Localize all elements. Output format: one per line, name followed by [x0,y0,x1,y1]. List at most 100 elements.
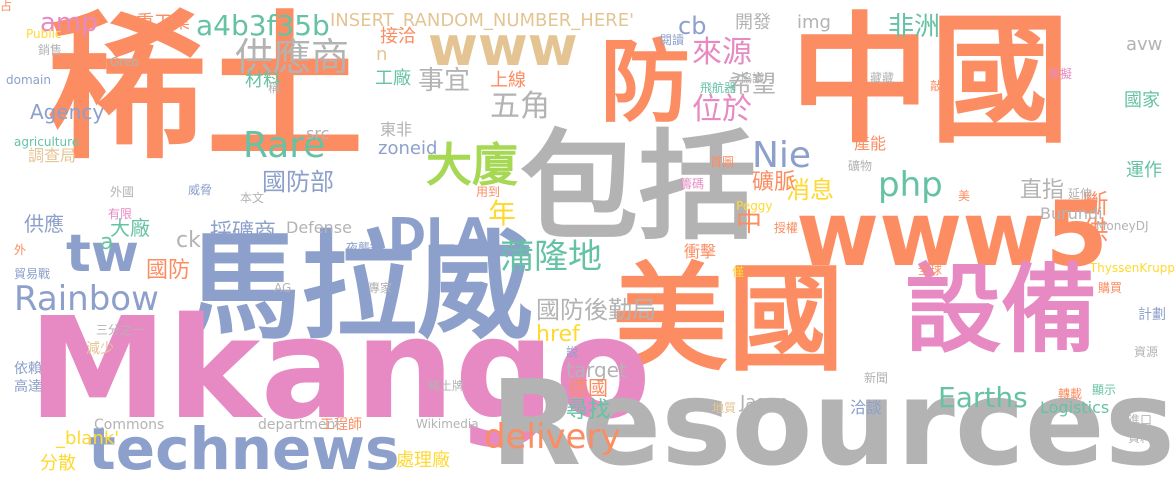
cloud-word: MoneyDJ [1096,219,1149,233]
cloud-word: 國防 [146,258,191,283]
cloud-word: 美擬 [1048,67,1073,81]
cloud-word: 藏藏 [870,71,895,85]
cloud-word: avw [1126,34,1163,55]
cloud-word: 進口 [1128,413,1153,427]
cloud-word: 貿易戰 [14,267,51,281]
cloud-word: zoneid [378,138,438,159]
cloud-word: 分散 [40,453,76,474]
cloud-word: 說 [566,345,579,359]
cloud-word: Jason [740,392,789,413]
cloud-word: 事宜 [418,66,471,96]
cloud-word: 敲定 [930,79,955,93]
cloud-word: 稀土牌 [428,379,465,393]
cloud-word: 消息 [786,176,834,204]
cloud-word: Wikimedia [416,417,479,431]
cloud-word: agriculture [14,135,80,149]
cloud-word: 運作 [1126,160,1162,181]
cloud-word: 供應 [24,212,64,236]
cloud-word: Greb [110,55,139,69]
cloud-word: 延伸 [1068,187,1093,201]
cloud-word: 設備 [905,254,1097,366]
cloud-word: 稱 [268,81,281,95]
cloud-word: Rainbow [14,279,159,319]
cloud-word: 希望 [728,70,776,98]
cloud-word: 夜襲鋼 [346,241,383,255]
cloud-word: Defense [286,218,352,237]
cloud-word: 洽談 [850,398,883,417]
cloud-word: 包括 [520,118,757,256]
cloud-word: department [258,417,341,433]
cloud-word: 衝擊 [684,242,717,261]
cloud-word: 僅 [732,265,745,279]
cloud-word: 三分之一 [96,323,145,337]
cloud-word: 占 [0,0,13,13]
cloud-word: 來源 [692,35,752,70]
cloud-word: 銷售 [38,43,63,57]
cloud-word: 稀土 [48,0,364,181]
cloud-word: domain [6,73,51,87]
cloud-word: 專家 [368,281,393,295]
cloud-word: Burundi [1040,204,1103,223]
cloud-word: 飛航器 [700,81,737,95]
cloud-word: Nie [752,135,812,176]
cloud-word: 處理廠 [396,450,450,471]
cloud-word: Rare [243,125,326,166]
cloud-word: n [376,44,388,65]
cloud-word: php [878,165,943,205]
cloud-word: 中 [736,208,763,238]
cloud-word: tw [66,224,139,284]
cloud-word: 工廠 [375,68,411,89]
cloud-word: 採礦商 [210,220,277,245]
cloud-word: 大廈 [426,138,518,192]
cloud-word: 高達 [14,379,42,395]
cloud-word: Earths [938,381,1028,414]
cloud-word: 防 [600,30,690,135]
cloud-word: 直指 [1020,178,1065,203]
cloud-word: 工程師 [320,417,362,433]
cloud-word: 外國 [110,185,135,199]
cloud-word: a [100,230,114,255]
cloud-word: a4b3f35b [196,9,330,42]
cloud-word: 蒲隆地 [500,237,602,277]
cloud-word: www [428,15,578,78]
cloud-word: Mkango [28,288,651,451]
cloud-word: 籌碼 [680,177,705,191]
cloud-word: 資料 [1128,431,1153,445]
cloud-word: 協議 [740,71,765,85]
cloud-word: ThyssenKrupp [1089,261,1175,275]
cloud-word: 礦物 [848,159,873,173]
cloud-word: 全球 [918,263,943,277]
cloud-word: 馬拉威 [185,220,533,355]
cloud-word: 用到 [476,185,501,199]
cloud-word: 位於 [692,92,752,127]
cloud-word: 五角 [490,89,550,124]
cloud-word: 礦脈 [752,170,797,195]
cloud-word: 德國 [568,376,608,400]
cloud-word: 授權 [774,221,799,235]
cloud-word: 購買 [1098,281,1123,295]
cloud-word: cb [678,12,707,40]
cloud-word: 威脅 [188,183,213,197]
cloud-word: Commons [94,417,165,433]
cloud-word: _blank' [56,428,120,449]
cloud-word: 外 [14,243,27,257]
cloud-word: src [306,124,330,143]
cloud-word: 斷供 [1078,190,1108,242]
cloud-word: amp [40,8,98,38]
cloud-word: 上線 [490,70,526,91]
cloud-word: Resources [490,354,1175,482]
cloud-word: 首圖 [710,155,735,169]
cloud-word: 地質 [712,401,737,415]
cloud-word: 國防部 [262,168,334,196]
cloud-word: DLA [388,208,492,262]
cloud-word: 新聞 [864,371,889,385]
cloud-word: 美 [958,189,971,203]
cloud-word: 大廠 [110,216,150,240]
cloud-word: 年 [488,197,517,230]
cloud-word: 接洽 [380,26,416,47]
cloud-word: www5 [796,182,1109,287]
cloud-word: 尋找 [566,398,611,423]
cloud-word: 依賴 [14,361,42,377]
cloud-word: target [566,358,627,382]
cloud-word: 國家 [1124,90,1160,111]
